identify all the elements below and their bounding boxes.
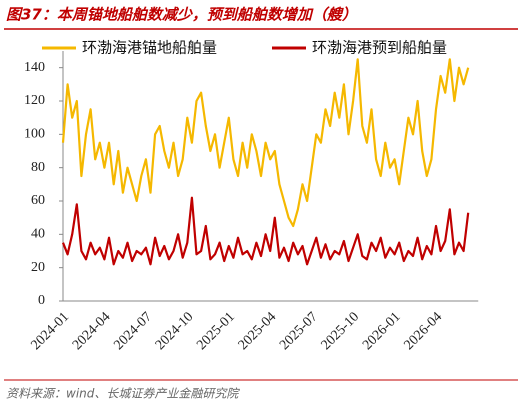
x-tick-label: 2024-07 — [111, 309, 155, 353]
y-tick-label: 120 — [24, 93, 45, 108]
x-tick-label: 2025-07 — [277, 309, 321, 353]
legend-label: 环渤海港预到船舶量 — [312, 39, 447, 57]
y-tick-label: 0 — [38, 293, 45, 308]
series-line — [61, 58, 470, 228]
x-tick-label: 2024-10 — [153, 309, 197, 353]
y-tick-label: 140 — [24, 60, 45, 75]
legend-label: 环渤海港锚地船舶量 — [82, 39, 217, 57]
x-tick-label: 2026-04 — [401, 309, 445, 353]
series-line — [61, 196, 470, 266]
y-tick-label: 100 — [24, 127, 45, 142]
x-tick-label: 2025-04 — [236, 309, 280, 353]
x-tick-label: 2025-01 — [194, 309, 238, 353]
x-tick-label: 2024-01 — [28, 309, 72, 353]
y-tick-label: 40 — [31, 227, 45, 242]
y-tick-label: 60 — [31, 193, 45, 208]
x-tick-label: 2026-01 — [360, 309, 404, 353]
x-tick-label: 2024-04 — [70, 309, 114, 353]
y-tick-label: 80 — [31, 160, 45, 175]
source: 资料来源：wind、长城证券产业金融研究院 — [6, 387, 240, 401]
chart-title: 图37：本周锚地船舶数减少，预到船舶数增加（艘） — [6, 6, 357, 24]
x-tick-label: 2025-10 — [319, 309, 363, 353]
y-tick-label: 20 — [31, 260, 45, 275]
